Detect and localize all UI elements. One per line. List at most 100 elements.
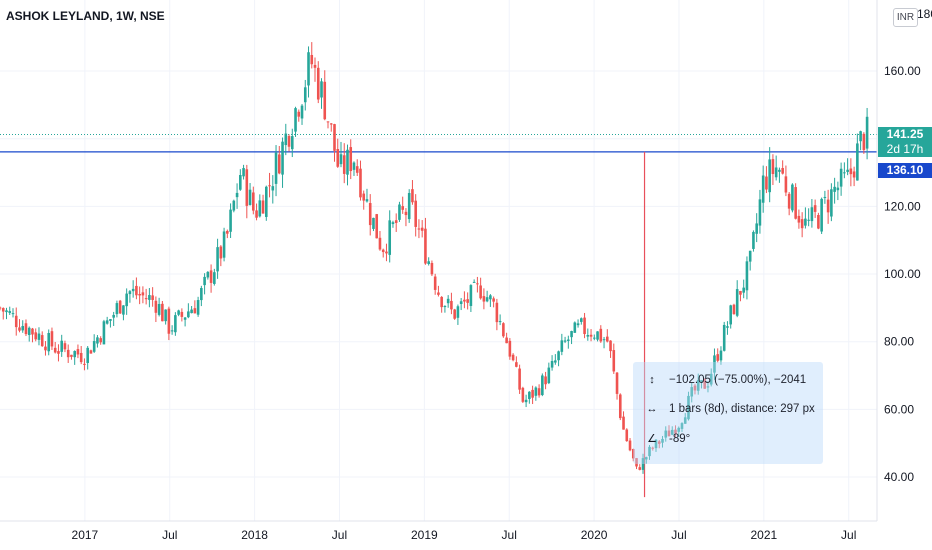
candle-body [560, 340, 564, 352]
currency-button[interactable]: INR [893, 8, 918, 27]
candle-body [414, 200, 417, 227]
line-price-tag: 136.10 [878, 163, 932, 178]
candle-body [83, 363, 86, 365]
candle-body [115, 303, 119, 315]
candle-body [703, 378, 707, 389]
candle-body [359, 168, 362, 198]
time-axis[interactable]: 2017 Jul 2018 Jul 2019 Jul 2020 Jul 2021 Jul [72, 528, 857, 542]
candle-body [170, 330, 174, 332]
candle-body [216, 247, 219, 272]
candle-body [612, 350, 616, 372]
time-axis-label: 2017 [72, 528, 99, 542]
candle-body [355, 166, 359, 173]
candle-body [726, 326, 729, 328]
candle-body [537, 388, 541, 396]
candle-body [420, 227, 424, 231]
candle-body [47, 333, 51, 352]
candle-body [18, 327, 21, 331]
candle-body [735, 289, 739, 316]
candle-body [310, 54, 314, 65]
candle-body [528, 391, 531, 399]
candle-body [573, 322, 577, 333]
candle-body [229, 209, 232, 232]
candle-body [437, 292, 440, 295]
candle-body [849, 168, 853, 175]
candle-body [687, 395, 690, 420]
candle-body [800, 219, 804, 229]
candle-body [648, 446, 651, 457]
candle-body [443, 305, 447, 308]
price-axis-label: 100.00 [884, 267, 921, 281]
candle-body [339, 154, 343, 165]
candle-body [469, 285, 473, 306]
candle-body [154, 300, 158, 313]
candle-body [349, 147, 353, 172]
candle-body [31, 328, 34, 335]
candle-body [739, 290, 742, 295]
candle-body [654, 439, 658, 449]
candle-body [696, 379, 700, 391]
candle-body [498, 321, 502, 323]
candle-body [768, 159, 771, 193]
candle-body [547, 367, 551, 384]
candle-body [300, 105, 304, 119]
candle-body [44, 346, 47, 351]
candle-body [167, 308, 171, 334]
symbol-title[interactable]: ASHOK LEYLAND, 1W, NSE [6, 9, 165, 23]
candle-body [729, 305, 733, 325]
candle-body [187, 311, 190, 318]
candle-body [489, 295, 492, 300]
candle-body [771, 159, 775, 175]
time-axis-label: 2018 [241, 528, 268, 542]
candle-body [53, 347, 57, 353]
candle-body [209, 270, 213, 283]
candle-body [60, 340, 64, 352]
candle-body [252, 192, 255, 211]
candle-body [709, 373, 713, 385]
candle-body [430, 262, 434, 275]
candle-body [570, 331, 573, 338]
candle-body [657, 441, 661, 444]
candle-body [463, 299, 466, 302]
candle-body [258, 200, 262, 217]
candle-body [794, 187, 797, 219]
candle-body [388, 220, 392, 255]
candle-body [11, 313, 15, 315]
candle-body [222, 231, 226, 258]
candle-body [563, 340, 567, 342]
candle-body [135, 285, 138, 296]
candle-body [797, 215, 801, 223]
candle-body [144, 298, 148, 300]
candle-body [479, 285, 482, 299]
candle-body [99, 338, 102, 343]
candle-body [57, 351, 60, 354]
candle-body [70, 354, 73, 357]
candle-body [599, 328, 603, 342]
bar-range-icon: ↔ [646, 403, 658, 415]
price-axis-label: 120.00 [884, 199, 921, 213]
price-axis-label: 80.00 [884, 335, 914, 349]
candle-body [404, 211, 408, 216]
candle-body [843, 172, 846, 174]
candle-body [693, 385, 697, 391]
candle-body [206, 271, 210, 278]
candle-body [518, 368, 521, 390]
candle-body [508, 340, 512, 357]
candle-body [161, 303, 164, 322]
candle-body [534, 387, 538, 396]
candle-body [505, 337, 508, 344]
candle-body [628, 440, 632, 451]
candle-body [320, 81, 323, 98]
candle-body [476, 283, 479, 285]
candle-body [856, 143, 859, 181]
measure-bars-distance: 1 bars (8d), distance: 297 px [669, 403, 815, 415]
candle-body [281, 141, 284, 175]
candle-body [180, 311, 184, 317]
candle-body [761, 175, 765, 203]
candles-group [0, 42, 869, 474]
candle-body [742, 287, 745, 293]
candle-body [524, 399, 528, 403]
time-axis-label: 2021 [750, 528, 777, 542]
candle-body [200, 288, 203, 301]
